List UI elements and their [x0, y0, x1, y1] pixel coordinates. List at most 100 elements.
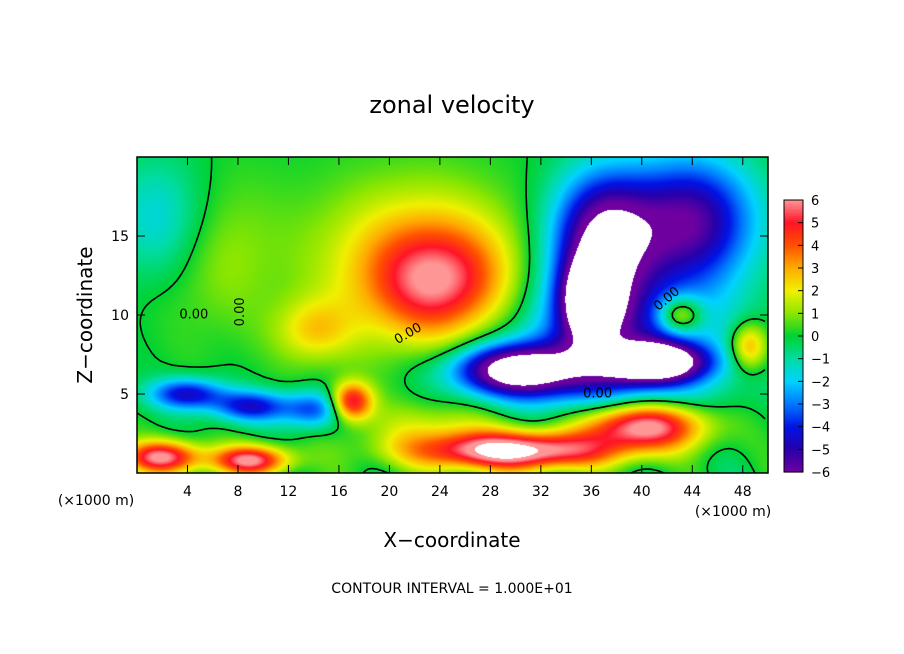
colorbar-segment — [784, 417, 803, 421]
x-tick-label: 28 — [481, 484, 499, 500]
colorbar-segment — [784, 449, 803, 453]
contour-interval-note: CONTOUR INTERVAL = 1.000E+01 — [331, 581, 572, 597]
colorbar-tick-label: 6 — [811, 194, 819, 209]
colorbar-segment — [784, 258, 803, 262]
contour-label: 0.00 — [233, 297, 248, 326]
colorbar-segment — [784, 281, 803, 285]
colorbar-segment — [784, 451, 803, 455]
colorbar-segment — [784, 428, 803, 432]
colorbar-tick-label: −3 — [811, 398, 830, 413]
colorbar-segment — [784, 200, 803, 203]
colorbar-segment — [784, 392, 803, 396]
colorbar-segment — [784, 438, 803, 441]
colorbar-segment — [784, 336, 803, 339]
colorbar-segment — [784, 351, 803, 355]
x-unit-left: (×1000 m) — [58, 493, 134, 509]
colorbar-tick-label: −5 — [811, 443, 830, 458]
colorbar-segment — [784, 426, 803, 430]
colorbar-segment — [784, 279, 803, 283]
colorbar-segment — [784, 227, 803, 231]
colorbar-segment — [784, 376, 803, 380]
colorbar-segment — [784, 247, 803, 251]
colorbar-segment — [784, 394, 803, 398]
colorbar-segment — [784, 320, 803, 323]
x-tick-label: 48 — [734, 484, 752, 500]
colorbar-segment — [784, 465, 803, 469]
colorbar-segment — [784, 340, 803, 344]
colorbar-segment — [784, 211, 803, 215]
colorbar-tick-label: 3 — [811, 262, 819, 277]
colorbar-segment — [784, 304, 803, 308]
colorbar-segment — [784, 311, 803, 314]
colorbar-segment — [784, 422, 803, 425]
colorbar-segment — [784, 333, 803, 337]
x-tick-label: 12 — [280, 484, 298, 500]
y-axis-label: Z−coordinate — [73, 246, 97, 383]
colorbar-segment — [784, 268, 803, 271]
colorbar-segment — [784, 467, 803, 471]
colorbar-segment — [784, 288, 803, 292]
colorbar-segment — [784, 453, 803, 457]
colorbar-segment — [784, 236, 803, 240]
colorbar-segment — [784, 383, 803, 387]
colorbar-segment — [784, 456, 803, 459]
colorbar-segment — [784, 440, 803, 444]
y-tick-label: 5 — [120, 387, 129, 403]
colorbar-segment — [784, 315, 803, 319]
colorbar-segment — [784, 462, 803, 466]
colorbar-segment — [784, 363, 803, 367]
colorbar-segment — [784, 406, 803, 410]
colorbar-segment — [784, 224, 803, 228]
colorbar-segment — [784, 215, 803, 219]
colorbar-segment — [784, 234, 803, 237]
colorbar-segment — [784, 388, 803, 391]
colorbar-segment — [784, 222, 803, 226]
colorbar-tick-label: −2 — [811, 375, 830, 390]
colorbar-segment — [784, 390, 803, 394]
colorbar-segment — [784, 240, 803, 244]
colorbar-segment — [784, 404, 803, 407]
x-tick-label: 44 — [683, 484, 701, 500]
y-axis-ticks: 5 10 15 — [111, 229, 768, 403]
colorbar-segment — [784, 263, 803, 267]
colorbar-tick-label: 4 — [811, 239, 819, 254]
colorbar-segment — [784, 243, 803, 246]
x-axis-ticks: 4 8 12 16 20 24 28 32 36 40 44 48 — [183, 157, 752, 500]
colorbar-tick-label: −4 — [811, 421, 830, 436]
colorbar-segment — [784, 354, 803, 357]
colorbar-segment — [784, 469, 803, 473]
colorbar-segment — [784, 433, 803, 437]
colorbar-segment — [784, 272, 803, 276]
colorbar-segment — [784, 292, 803, 296]
colorbar-segment — [784, 331, 803, 335]
colorbar-segment — [784, 356, 803, 360]
colorbar-segment — [784, 347, 803, 351]
colorbar-segment — [784, 379, 803, 382]
colorbar-segment — [784, 317, 803, 321]
x-unit-right: (×1000 m) — [695, 504, 771, 520]
colorbar-segment — [784, 213, 803, 217]
colorbar-segment — [784, 308, 803, 312]
colorbar-segment — [784, 322, 803, 326]
colorbar-tick-label: −1 — [811, 353, 830, 368]
colorbar-segment — [784, 218, 803, 221]
colorbar-tick-label: 5 — [811, 217, 819, 232]
colorbar-segment — [784, 345, 803, 348]
colorbar-segment — [784, 313, 803, 317]
x-tick-label: 40 — [633, 484, 651, 500]
colorbar-segment — [784, 342, 803, 346]
colorbar-tick-label: 0 — [811, 330, 819, 345]
colorbar-segment — [784, 238, 803, 242]
colorbar-segment — [784, 410, 803, 414]
colorbar-segment — [784, 385, 803, 389]
colorbar-segment — [784, 447, 803, 450]
colorbar-segment — [784, 206, 803, 210]
x-tick-label: 36 — [582, 484, 600, 500]
colorbar-segment — [784, 252, 803, 255]
colorbar-segment — [784, 256, 803, 260]
colorbar-segment — [784, 458, 803, 462]
x-tick-label: 24 — [431, 484, 449, 500]
colorbar-segment — [784, 295, 803, 299]
colorbar-segment — [784, 249, 803, 253]
